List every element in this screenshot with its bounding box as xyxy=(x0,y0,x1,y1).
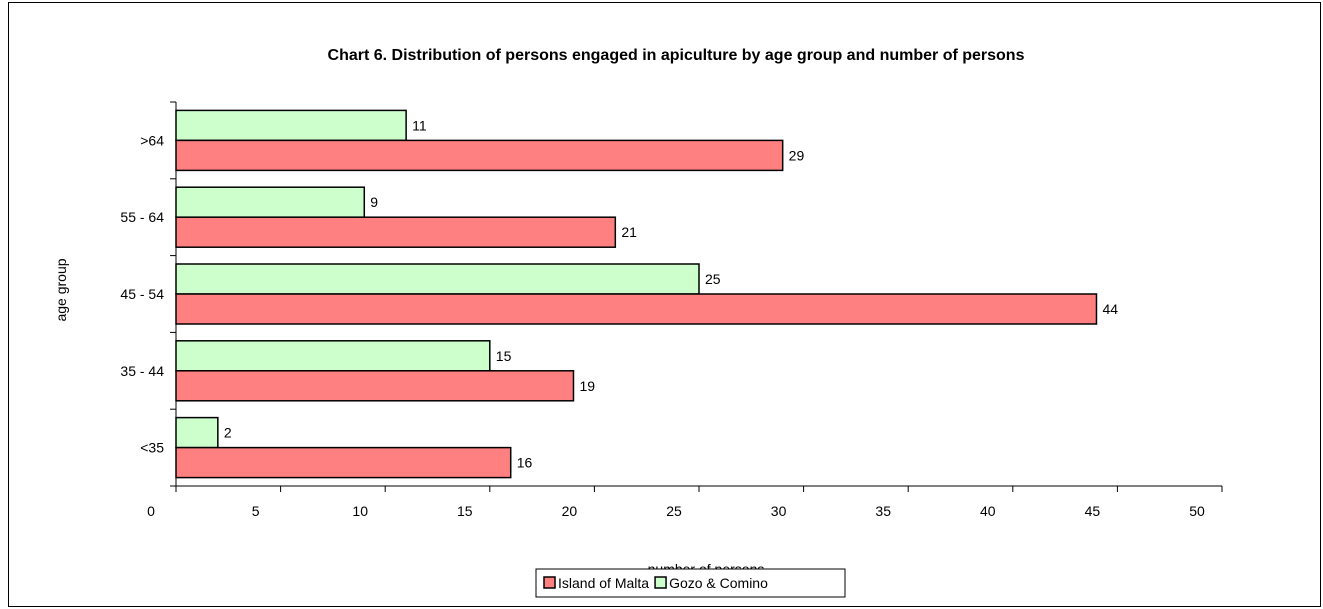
x-tick-label: 45 xyxy=(1085,503,1101,519)
legend: Island of Malta Gozo & Comino xyxy=(535,568,846,598)
data-label: 16 xyxy=(517,455,533,471)
bar-gozo-comino xyxy=(175,416,219,449)
legend-label: Gozo & Comino xyxy=(669,575,768,591)
y-axis-title: age group xyxy=(53,258,69,321)
bar-island-of-malta xyxy=(175,370,575,402)
bar-island-of-malta xyxy=(175,139,784,172)
y-tick-label: <35 xyxy=(140,440,164,456)
bar-island-of-malta xyxy=(175,216,617,248)
y-tick-label: 35 - 44 xyxy=(120,363,164,379)
bar-island-of-malta xyxy=(175,446,512,479)
y-tick-label: 55 - 64 xyxy=(120,209,164,225)
legend-box xyxy=(535,568,846,598)
data-label: 44 xyxy=(1102,301,1118,317)
x-tick-label: 20 xyxy=(562,503,578,519)
chart-title: Chart 6. Distribution of persons engaged… xyxy=(328,47,1025,64)
x-tick-label: 15 xyxy=(457,503,473,519)
bar-gozo-comino xyxy=(175,186,366,218)
data-label: 9 xyxy=(370,194,378,210)
y-tick-label: >64 xyxy=(140,132,164,148)
x-tick-label: 0 xyxy=(147,503,155,519)
data-label: 19 xyxy=(579,378,595,394)
legend-swatch-gozo-comino xyxy=(654,576,667,589)
x-tick-label: 25 xyxy=(666,503,682,519)
data-label: 25 xyxy=(705,271,721,287)
data-label: 29 xyxy=(789,147,805,163)
bar-gozo-comino xyxy=(175,109,407,142)
x-tick-label: 40 xyxy=(980,503,996,519)
y-tick-label: 45 - 54 xyxy=(120,286,164,302)
x-tick-label: 5 xyxy=(252,503,260,519)
legend-swatch-island-of-malta xyxy=(543,576,556,589)
x-tick-label: 35 xyxy=(875,503,891,519)
data-label: 21 xyxy=(621,224,637,240)
data-label: 11 xyxy=(412,117,427,133)
bar-gozo-comino xyxy=(175,263,700,295)
data-label: 15 xyxy=(496,348,512,364)
legend-label: Island of Malta xyxy=(558,575,649,591)
x-tick-label: 50 xyxy=(1189,503,1205,519)
bar-gozo-comino xyxy=(175,340,491,372)
x-tick-label: 30 xyxy=(771,503,787,519)
x-tick-label: 10 xyxy=(352,503,368,519)
plot-area: 0 5 10 15 20 25 30 35 40 45 50 <35 2 16 35 - 44 15 19 45 … xyxy=(120,101,1223,519)
bar-island-of-malta xyxy=(175,293,1098,325)
data-label: 2 xyxy=(224,425,232,441)
